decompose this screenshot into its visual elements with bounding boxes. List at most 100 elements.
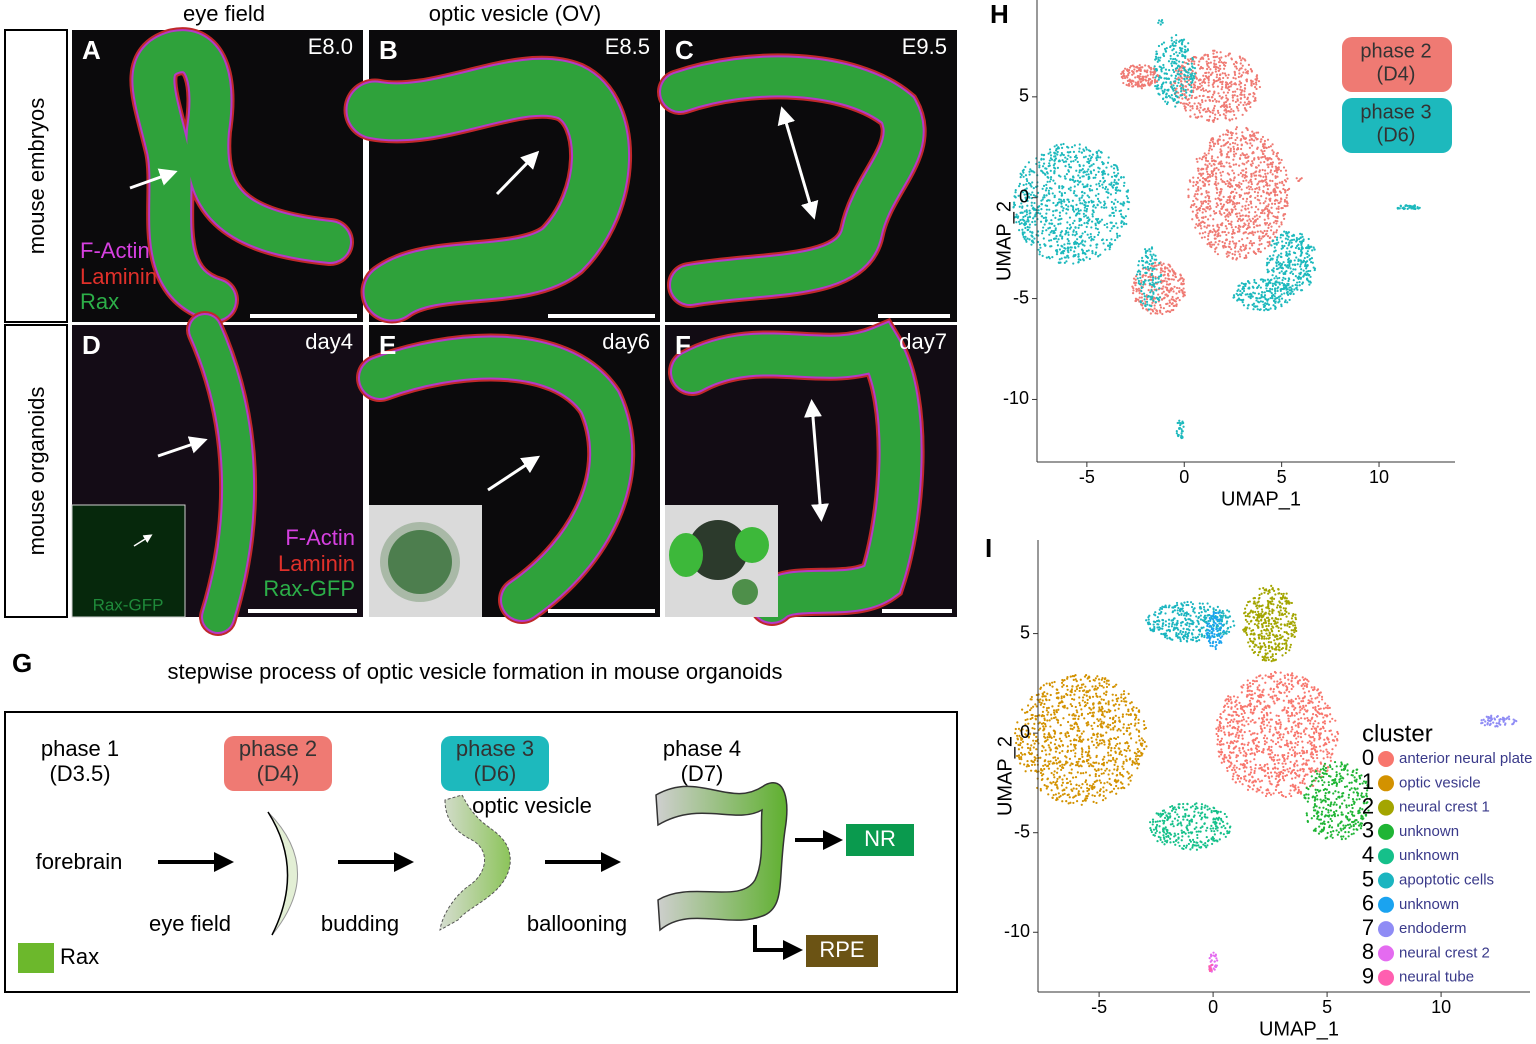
cell-dot (1229, 143, 1232, 146)
cell-dot (1277, 207, 1280, 210)
cell-dot (1147, 275, 1150, 279)
cell-dot (1187, 71, 1190, 74)
cell-dot (1085, 759, 1089, 763)
cell-dot (1283, 213, 1287, 216)
cell-dot (1241, 57, 1244, 60)
cell-dot (1227, 222, 1231, 225)
cell-dot (1141, 752, 1144, 755)
cell-dot (1086, 787, 1089, 790)
cell-dot (1053, 162, 1056, 165)
cell-dot (1203, 77, 1206, 81)
cell-dot (1110, 227, 1113, 230)
cell-dot (1208, 162, 1211, 165)
cell-dot (1159, 23, 1162, 26)
cell-dot (1238, 186, 1241, 189)
cell-dot (1049, 178, 1053, 181)
cell-dot (1042, 725, 1045, 728)
cell-dot (1217, 168, 1220, 171)
cell-dot (1268, 243, 1271, 246)
cell-dot (1033, 759, 1036, 762)
cell-dot (1300, 251, 1304, 254)
cell-dot (1275, 281, 1278, 284)
cell-dot (1303, 264, 1307, 268)
cell-dot (1077, 760, 1080, 763)
cell-dot (1069, 189, 1072, 192)
cell-dot (1078, 689, 1081, 693)
cell-dot (1193, 72, 1197, 75)
cell-dot (1038, 253, 1041, 256)
cell-dot (1028, 209, 1031, 212)
cell-dot (1097, 149, 1100, 152)
cell-dot (1096, 686, 1099, 689)
cell-dot (1020, 222, 1023, 225)
cell-dot (1094, 685, 1097, 688)
cell-dot (1188, 101, 1191, 104)
cell-dot (1200, 227, 1203, 230)
cell-dot (1221, 85, 1224, 89)
cell-dot (1055, 253, 1059, 256)
cell-dot (1119, 213, 1123, 216)
cell-dot (1094, 206, 1097, 209)
cell-dot (1222, 144, 1225, 147)
cell-dot (1290, 238, 1294, 242)
cell-dot (1161, 292, 1164, 295)
cell-dot (1085, 783, 1089, 786)
cell-dot (1017, 727, 1021, 730)
stage-label: day6 (602, 329, 650, 354)
cell-dot (1152, 299, 1155, 302)
cell-dot (1203, 225, 1206, 228)
cell-dot (1257, 300, 1260, 303)
cell-dot (1278, 158, 1281, 161)
cell-dot (1182, 278, 1185, 281)
arrow (129, 168, 178, 190)
cell-dot (1299, 271, 1303, 274)
cell-dot (1152, 282, 1155, 286)
cell-dot (1065, 684, 1069, 688)
cell-dot (1240, 188, 1243, 191)
cell-dot (1063, 175, 1066, 178)
cell-dot (1066, 793, 1069, 797)
cell-dot (1154, 312, 1157, 315)
cell-dot (1050, 713, 1053, 716)
cell-dot (1154, 261, 1157, 264)
cell-dot (1219, 234, 1222, 237)
rax-band (190, 315, 254, 632)
cell-dot (1092, 800, 1095, 803)
cell-dot (1164, 49, 1167, 52)
cell-dot (1028, 170, 1031, 173)
cell-dot (1256, 77, 1259, 80)
cell-dot (1213, 59, 1216, 62)
cell-dot (1159, 306, 1163, 309)
cell-dot (1229, 179, 1233, 182)
cell-dot (1220, 165, 1223, 168)
cell-dot (1160, 85, 1164, 88)
cell-dot (1131, 707, 1134, 711)
cell-dot (1276, 289, 1279, 293)
cell-dot (1112, 167, 1116, 170)
cell-dot (1094, 251, 1098, 254)
cell-dot (1306, 255, 1309, 259)
legend-text: Rax (80, 289, 119, 314)
cell-dot (1064, 734, 1067, 737)
cell-dot (1052, 729, 1055, 732)
cell-dot (1078, 165, 1081, 168)
cell-dot (1042, 722, 1045, 725)
arrow (157, 436, 208, 458)
cell-dot (1030, 707, 1033, 710)
cell-dot (1039, 703, 1042, 706)
cell-dot (1297, 258, 1300, 261)
cell-dot (1108, 777, 1111, 780)
cell-dot (1215, 100, 1218, 103)
cell-dot (1206, 108, 1210, 111)
cell-dot (1271, 297, 1274, 300)
cell-dot (1044, 698, 1048, 701)
organoid (688, 520, 748, 580)
cell-dot (1090, 164, 1093, 167)
cell-dot (1245, 179, 1248, 182)
cell-dot (1078, 686, 1081, 690)
cell-dot (1299, 263, 1302, 266)
cell-dot (1082, 156, 1086, 159)
cell-dot (1062, 198, 1065, 201)
cell-dot (1087, 751, 1090, 754)
cell-dot (1218, 114, 1222, 117)
